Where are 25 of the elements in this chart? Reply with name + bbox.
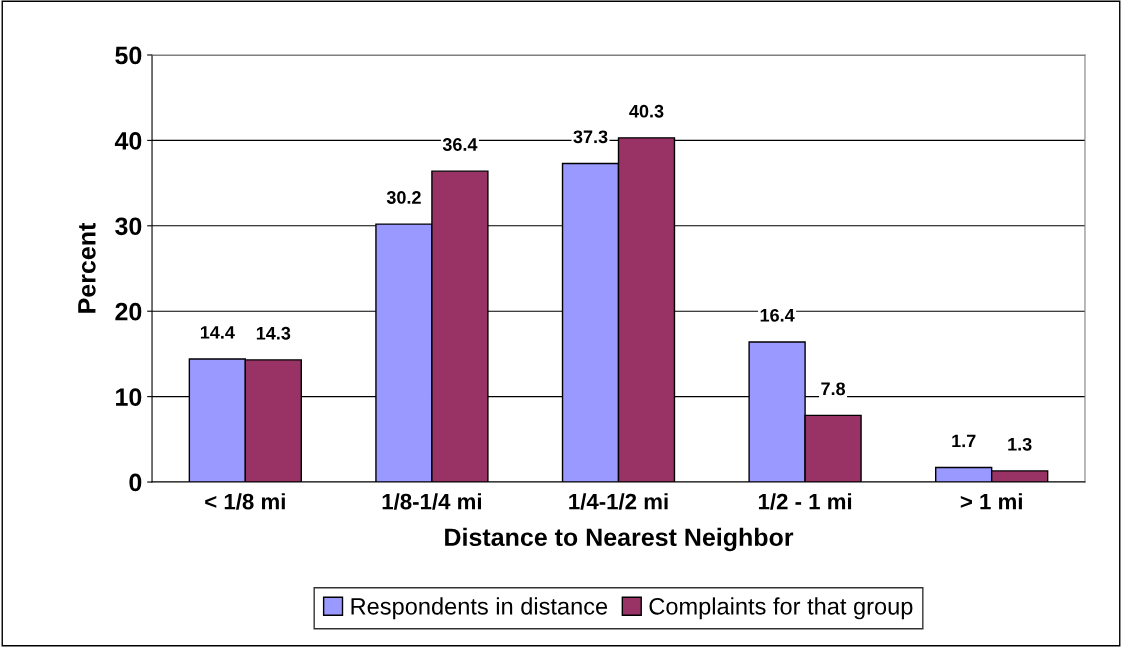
data-label: 14.3 <box>256 326 291 340</box>
data-label: 30.2 <box>386 191 421 204</box>
data-label: 36.4 <box>442 138 478 151</box>
data-label: 7.8 <box>821 382 846 396</box>
data-label: 1.7 <box>952 434 976 448</box>
x-tick-label: > 1 mi <box>960 493 1022 510</box>
y-tick-label: 50 <box>115 46 142 65</box>
y-tick-label: 0 <box>129 473 142 492</box>
y-tick-label: 30 <box>115 217 142 236</box>
x-tick-label: 1/2 - 1 mi <box>758 493 852 510</box>
data-label: 14.4 <box>200 326 235 339</box>
data-label: 16.4 <box>760 308 795 322</box>
data-label: 40.3 <box>629 104 664 118</box>
x-tick-label: 1/8-1/4 mi <box>382 493 481 510</box>
x-tick-label: 1/4-1/2 mi <box>569 493 668 510</box>
data-label: 1.3 <box>1008 437 1032 451</box>
x-axis-title: Distance to Nearest Neighbor <box>445 527 794 552</box>
legend-label: Respondents in distance <box>351 597 608 620</box>
data-label: 37.3 <box>573 130 608 144</box>
y-tick-label: 10 <box>116 388 142 406</box>
y-tick-label: 40 <box>114 132 142 150</box>
legend-label: Complaints for that group <box>649 597 913 620</box>
y-axis-title: Percent <box>78 222 96 313</box>
y-tick-label: 20 <box>115 302 142 321</box>
x-tick-label: < 1/8 mi <box>205 493 285 510</box>
